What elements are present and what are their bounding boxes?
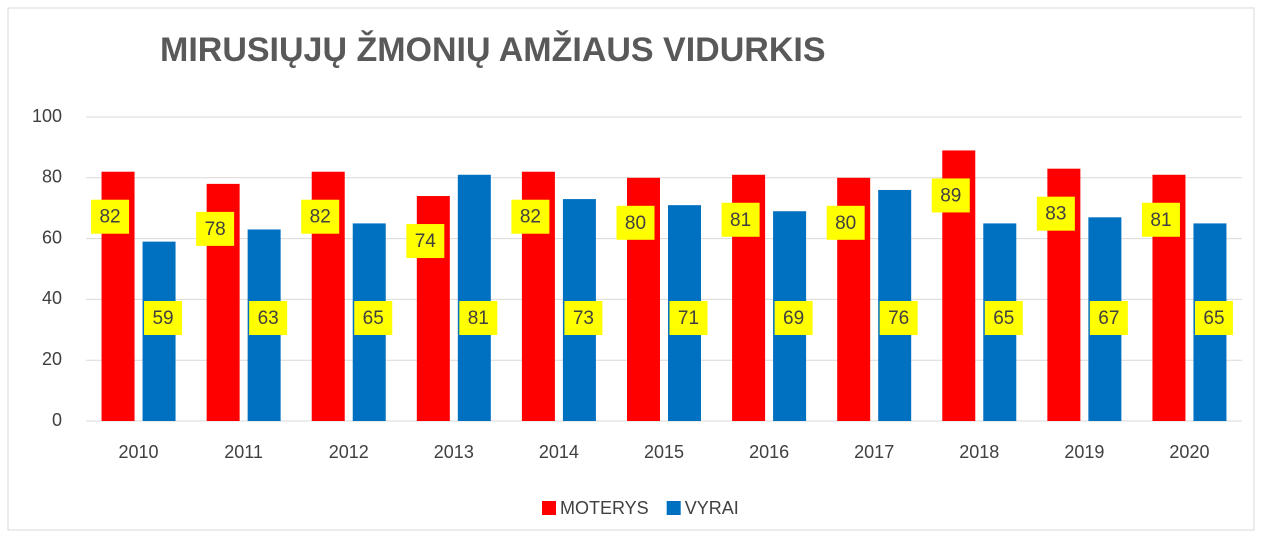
data-label: 63 [258, 308, 279, 329]
y-tick-label: 40 [42, 288, 62, 308]
legend-label: VYRAI [685, 498, 739, 518]
x-tick-label: 2018 [959, 442, 999, 462]
data-label: 81 [1150, 210, 1171, 231]
data-label: 65 [993, 308, 1014, 329]
data-label-box [196, 211, 235, 246]
data-label: 71 [678, 308, 699, 329]
legend-label: MOTERYS [560, 498, 649, 518]
data-label-box [1036, 196, 1075, 231]
data-label: 81 [730, 210, 751, 231]
data-label-box [511, 199, 550, 234]
data-label: 78 [205, 219, 226, 240]
data-label: 89 [940, 185, 961, 206]
bar [457, 174, 491, 421]
data-label: 76 [888, 308, 909, 329]
data-label: 82 [520, 207, 541, 228]
data-label-box [406, 224, 445, 259]
data-label-box [1141, 202, 1180, 237]
data-label-box [931, 178, 970, 213]
data-label: 74 [415, 231, 437, 252]
data-label-box [826, 205, 865, 240]
x-tick-label: 2010 [119, 442, 159, 462]
y-tick-label: 100 [32, 106, 62, 126]
data-label-box [1194, 301, 1233, 335]
data-label-box [144, 301, 183, 335]
data-label-box [616, 205, 655, 240]
y-tick-label: 20 [42, 349, 62, 369]
x-tick-label: 2013 [434, 442, 474, 462]
data-label: 80 [625, 213, 646, 234]
legend-swatch [542, 501, 556, 515]
data-label: 65 [363, 308, 384, 329]
legend-swatch [666, 501, 681, 515]
x-tick-label: 2019 [1064, 442, 1104, 462]
x-tick-label: 2011 [224, 442, 263, 462]
chart-title: MIRUSIŲJŲ ŽMONIŲ AMŽIAUS VIDURKIS [160, 31, 826, 69]
data-label: 65 [1203, 308, 1224, 329]
data-label-box [459, 301, 498, 335]
x-tick-label: 2017 [854, 442, 894, 462]
x-tick-label: 2012 [329, 442, 369, 462]
data-label-box [249, 301, 288, 335]
data-label: 80 [835, 213, 856, 234]
x-tick-label: 2020 [1169, 442, 1209, 462]
data-label-box [879, 301, 918, 335]
data-label: 82 [310, 207, 331, 228]
data-label-box [1089, 301, 1128, 335]
data-label-box [354, 301, 393, 335]
x-tick-label: 2014 [539, 442, 579, 462]
data-label: 59 [152, 308, 173, 329]
data-label-box [669, 301, 708, 335]
data-label: 67 [1098, 308, 1119, 329]
y-tick-label: 0 [52, 410, 62, 430]
data-label: 82 [99, 207, 120, 228]
data-label: 83 [1045, 204, 1066, 225]
data-label-box [774, 301, 813, 335]
x-tick-label: 2016 [749, 442, 789, 462]
data-label-box [301, 199, 340, 234]
data-label: 69 [783, 308, 804, 329]
data-label-box [721, 202, 760, 237]
data-label-box [984, 301, 1023, 335]
data-label-box [564, 301, 603, 335]
data-label-box [91, 199, 130, 234]
x-tick-label: 2015 [644, 442, 684, 462]
y-tick-label: 60 [42, 227, 62, 247]
y-tick-label: 80 [42, 167, 62, 187]
data-label: 73 [573, 308, 594, 329]
data-label: 81 [468, 308, 489, 329]
